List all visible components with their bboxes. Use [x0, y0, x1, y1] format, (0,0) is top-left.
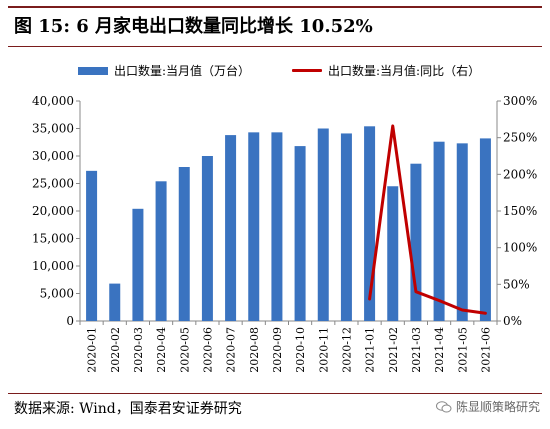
- x-tick-label: 2021-06: [479, 327, 492, 373]
- x-tick-label: 2020-03: [132, 327, 145, 373]
- legend-label-line: 出口数量:当月值:同比（右）: [328, 62, 480, 79]
- right-tick-label: 250%: [503, 131, 537, 145]
- x-tick-label: 2020-07: [225, 327, 238, 373]
- bar: [387, 186, 398, 321]
- title-top-rule: [8, 6, 542, 8]
- bar: [225, 135, 236, 321]
- watermark-text: 陈显顺策略研究: [456, 398, 540, 415]
- right-tick-label: 50%: [503, 277, 530, 291]
- x-tick-label: 2020-04: [155, 327, 168, 373]
- bar: [480, 138, 491, 321]
- legend-item-line: 出口数量:当月值:同比（右）: [292, 62, 480, 79]
- left-tick-label: 5,000: [40, 287, 74, 301]
- legend-label-bars: 出口数量:当月值（万台）: [114, 62, 250, 79]
- x-tick-label: 2020-10: [294, 327, 307, 373]
- bar: [318, 129, 329, 322]
- left-tick-label: 30,000: [32, 149, 74, 163]
- bar: [410, 164, 421, 321]
- left-tick-label: 40,000: [32, 94, 74, 108]
- left-tick-label: 10,000: [32, 259, 74, 273]
- x-tick-label: 2021-02: [387, 327, 400, 373]
- legend-item-bars: 出口数量:当月值（万台）: [78, 62, 250, 79]
- watermark: 陈显顺策略研究: [436, 398, 540, 415]
- left-tick-label: 35,000: [32, 122, 74, 136]
- bar: [109, 284, 120, 321]
- bar: [457, 143, 468, 321]
- right-tick-label: 0%: [503, 314, 522, 328]
- bar: [271, 132, 282, 321]
- source-top-rule: [8, 393, 542, 394]
- left-tick-label: 25,000: [32, 177, 74, 191]
- source-note: 数据来源: Wind，国泰君安证券研究: [14, 398, 242, 418]
- x-tick-label: 2021-05: [456, 327, 469, 373]
- x-tick-label: 2021-01: [364, 327, 377, 373]
- left-tick-label: 15,000: [32, 232, 74, 246]
- left-tick-label: 0: [66, 314, 74, 328]
- x-tick-label: 2020-12: [340, 327, 353, 373]
- yoy-line: [370, 126, 486, 313]
- x-tick-label: 2020-09: [271, 327, 284, 373]
- right-tick-label: 100%: [503, 241, 537, 255]
- bar: [434, 142, 445, 321]
- bar: [295, 146, 306, 321]
- bar: [86, 171, 97, 321]
- chart-plot-area: 0 5,000 10,000 15,000 20,000 25,000 30,000 35,0…: [0, 85, 550, 390]
- legend-bar-swatch: [78, 67, 108, 75]
- bar: [156, 181, 167, 321]
- x-tick-label: 2021-03: [410, 327, 423, 373]
- x-tick-label: 2021-04: [433, 327, 446, 373]
- x-tick-label: 2020-11: [317, 327, 330, 373]
- wechat-icon: [436, 401, 452, 413]
- bar: [202, 156, 213, 321]
- x-tick-label: 2020-05: [178, 327, 191, 373]
- bar: [179, 167, 190, 321]
- title-bottom-rule: [8, 46, 542, 47]
- x-tick-label: 2020-08: [248, 327, 261, 373]
- right-tick-label: 150%: [503, 204, 537, 218]
- right-tick-label: 300%: [503, 94, 537, 108]
- right-tick-label: 200%: [503, 167, 537, 181]
- chart-legend: 出口数量:当月值（万台） 出口数量:当月值:同比（右）: [0, 62, 550, 80]
- left-tick-label: 20,000: [32, 204, 74, 218]
- bar: [248, 132, 259, 321]
- legend-line-swatch: [292, 69, 322, 72]
- x-tick-label: 2020-02: [109, 327, 122, 373]
- bar: [132, 209, 143, 321]
- x-tick-label: 2020-06: [201, 327, 214, 373]
- figure-title: 图 15: 6 月家电出口数量同比增长 10.52%: [14, 12, 373, 38]
- bar: [341, 133, 352, 321]
- x-tick-label: 2020-01: [86, 327, 99, 373]
